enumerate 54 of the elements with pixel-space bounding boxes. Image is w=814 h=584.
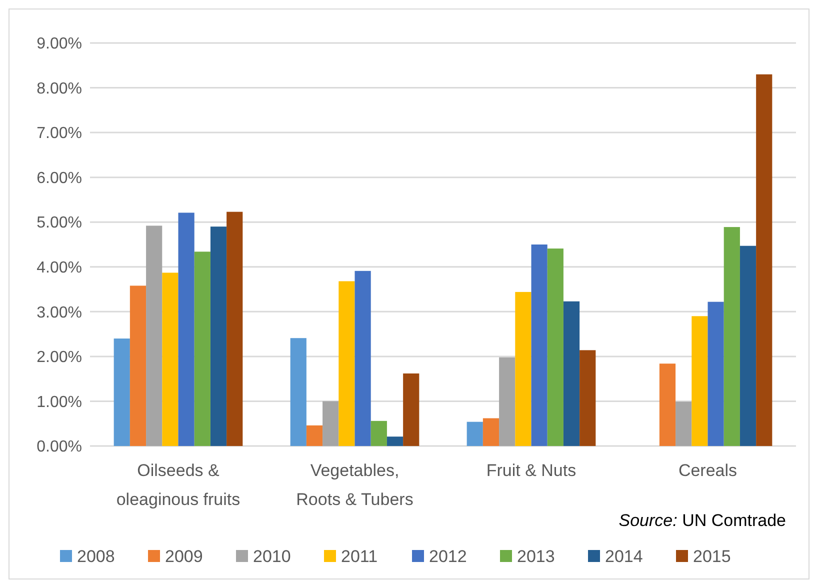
legend-label: 2012 xyxy=(429,546,467,566)
y-tick-label: 1.00% xyxy=(36,394,82,411)
y-tick-label: 7.00% xyxy=(36,125,82,142)
bar xyxy=(403,373,420,446)
bar xyxy=(482,418,500,446)
legend-label: 2010 xyxy=(253,546,291,566)
bar xyxy=(194,252,210,446)
bar xyxy=(338,281,355,446)
bar xyxy=(547,248,564,446)
legend-label: 2013 xyxy=(517,546,555,566)
bar xyxy=(659,364,676,446)
bar xyxy=(370,420,387,446)
y-tick-label: 2.00% xyxy=(36,349,82,366)
y-tick-label: 5.00% xyxy=(36,214,82,232)
y-tick-label: 0.00% xyxy=(36,438,82,456)
bar xyxy=(322,401,339,446)
x-tick-label: Fruit & Nuts xyxy=(486,461,576,480)
bar xyxy=(563,301,580,446)
bar xyxy=(466,422,483,446)
y-tick-label: 8.00% xyxy=(36,80,82,98)
legend-label: 2014 xyxy=(605,546,643,566)
bar xyxy=(708,302,724,446)
bar xyxy=(226,212,243,446)
legend-label: 2015 xyxy=(693,546,731,566)
bar xyxy=(724,227,740,446)
bar xyxy=(531,244,548,446)
y-tick-label: 6.00% xyxy=(36,170,82,187)
bar xyxy=(756,74,772,446)
legend-label: 2011 xyxy=(341,546,378,566)
bar xyxy=(178,212,194,446)
bar xyxy=(692,316,708,446)
y-tick-label: 3.00% xyxy=(36,304,82,322)
y-tick-label: 9.00% xyxy=(36,36,82,53)
legend-label: 2009 xyxy=(165,546,203,566)
bar xyxy=(290,338,306,446)
x-tick-label: Cereals xyxy=(678,461,738,480)
bar xyxy=(499,357,516,446)
bar xyxy=(740,246,756,446)
y-tick-label: 4.00% xyxy=(36,259,82,276)
source-note: Source: UN Comtrade xyxy=(618,511,786,530)
bar xyxy=(676,402,692,446)
bar xyxy=(386,436,404,446)
legend-label: 2008 xyxy=(77,546,115,566)
bar xyxy=(306,425,323,446)
bar xyxy=(210,226,227,446)
bar xyxy=(354,270,371,446)
x-tick-label: Oilseeds & oleaginous fruits xyxy=(116,461,240,509)
bar xyxy=(130,286,146,446)
bar xyxy=(515,292,532,446)
bar xyxy=(146,226,162,446)
bar xyxy=(114,338,130,446)
bar xyxy=(580,350,596,446)
x-tick-label: Vegetables, Roots & Tubers xyxy=(296,461,414,509)
bar xyxy=(162,272,178,446)
